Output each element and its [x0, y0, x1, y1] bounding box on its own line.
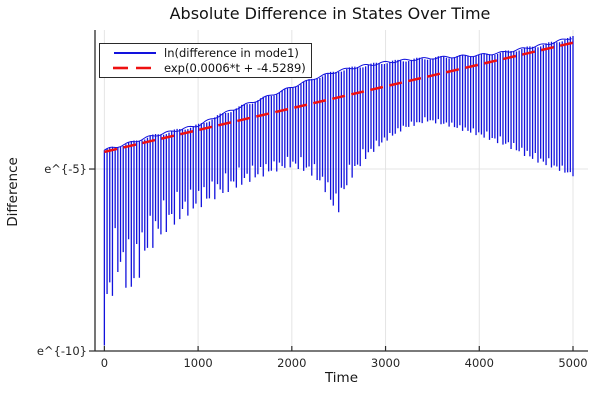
- x-axis-label: Time: [324, 370, 359, 386]
- legend-solid-line-icon: [114, 52, 156, 55]
- x-tick-label: 5000: [558, 356, 587, 370]
- y-tick-label: e^{-10}: [37, 344, 87, 358]
- legend-label-difference: ln(difference in mode1): [164, 46, 299, 61]
- series-upper-envelope: [104, 38, 572, 151]
- legend-entry-fit: exp(0.0006*t + -4.5289): [104, 61, 308, 76]
- y-tick-label: e^{-5}: [44, 162, 87, 176]
- series-ln-difference: [103, 35, 574, 346]
- chart-title: Absolute Difference in States Over Time: [169, 4, 491, 23]
- x-tick-label: 3000: [371, 356, 400, 370]
- legend-dashed-line-icon: [113, 66, 157, 70]
- x-tick-label: 1000: [183, 356, 212, 370]
- x-tick-label: 2000: [277, 356, 306, 370]
- legend: ln(difference in mode1) exp(0.0006*t + -…: [99, 43, 312, 78]
- x-tick-label: 0: [101, 356, 108, 370]
- legend-entry-difference: ln(difference in mode1): [104, 46, 308, 61]
- legend-label-fit: exp(0.0006*t + -4.5289): [164, 60, 306, 75]
- x-tick-label: 4000: [465, 356, 494, 370]
- y-axis-label: Difference: [5, 157, 21, 227]
- series-exp-fit: [104, 41, 574, 154]
